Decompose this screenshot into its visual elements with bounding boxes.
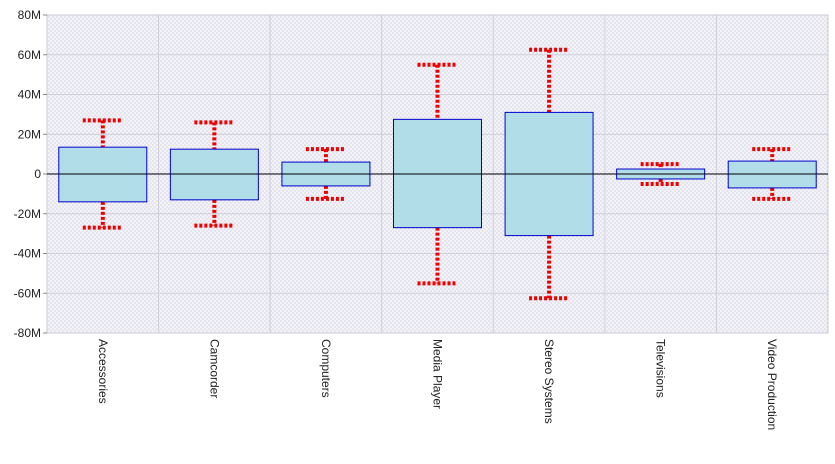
x-axis-ticks: Accessories Camcorder Computers Media Playe… (96, 339, 779, 430)
x-tick-label: Computers (319, 339, 333, 398)
y-tick-label: -80M (14, 326, 41, 340)
x-tick-label: Video Production (765, 339, 779, 430)
x-tick-label: Stereo Systems (542, 339, 556, 424)
x-tick-label: Accessories (96, 339, 110, 404)
x-tick-label: Camcorder (207, 339, 221, 398)
x-tick-label: Media Player (431, 339, 445, 409)
x-tick-label: Televisions (654, 339, 668, 398)
y-tick-label: -40M (14, 247, 41, 261)
y-tick-label: 40M (18, 88, 41, 102)
y-tick-label: -60M (14, 286, 41, 300)
y-tick-label: 20M (18, 127, 41, 141)
whisker-layer (82, 47, 793, 301)
box-layer (58, 111, 817, 237)
y-tick-label: 60M (18, 48, 41, 62)
y-tick-label: 80M (18, 8, 41, 22)
y-axis-ticks: 80M 60M 40M 20M 0 -20M -40M -60M -80M (14, 8, 47, 340)
y-tick-label: -20M (14, 207, 41, 221)
y-tick-label: 0 (34, 167, 41, 181)
